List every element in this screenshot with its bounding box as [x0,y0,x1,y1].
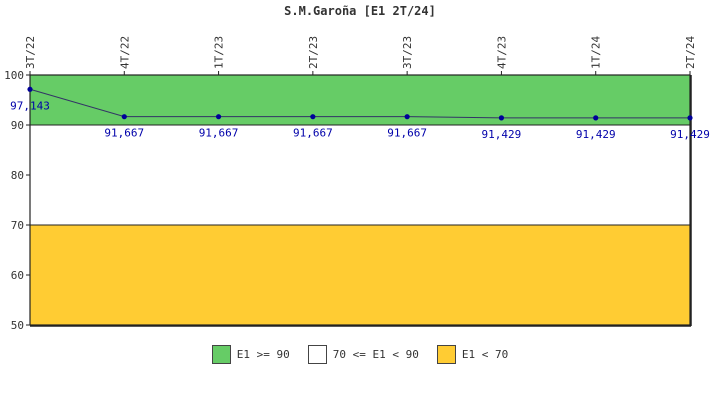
data-label: 91,429 [482,128,522,141]
chart-legend: E1 >= 90 70 <= E1 < 90 E1 < 70 [0,345,720,364]
band-1 [30,125,690,225]
data-point [593,115,599,121]
data-point [687,115,693,121]
x-tick-label: 1T/23 [213,36,226,69]
data-label: 91,667 [199,127,239,140]
x-tick-label: 3T/23 [401,36,414,69]
legend-label: E1 >= 90 [236,348,290,361]
x-tick-label: 4T/23 [495,36,508,69]
y-tick-label: 100 [4,69,24,82]
x-tick-label: 2T/23 [307,36,320,69]
y-tick-label: 70 [11,219,24,232]
data-point [215,114,222,120]
legend-swatch [436,345,456,364]
y-tick-label: 50 [11,319,24,332]
legend-label: 70 <= E1 < 90 [332,348,419,361]
band-2 [30,225,690,325]
y-tick-label: 60 [11,269,24,282]
legend-swatch [211,345,231,364]
data-point [310,114,316,120]
series-line [29,88,690,119]
legend-item-1: 70 <= E1 < 90 [307,345,419,364]
data-label: 91,429 [670,128,710,141]
data-point [27,86,33,92]
data-label: 91,667 [387,127,427,140]
legend-label: E1 < 70 [461,348,509,361]
legend-item-2: E1 < 70 [436,345,509,364]
data-label: 91,667 [104,127,144,140]
y-tick-label: 80 [11,169,24,182]
legend-swatch [307,345,327,364]
data-label: 91,667 [293,127,333,140]
x-tick-label: 4T/22 [118,36,131,69]
plot-frame [29,74,691,326]
y-tick-label: 90 [11,119,24,132]
legend-item-0: E1 >= 90 [211,345,290,364]
x-tick-label: 1T/24 [590,36,603,69]
data-label: 91,429 [576,128,616,141]
x-tick-label: 3T/22 [24,36,37,69]
data-point [498,115,505,121]
data-point [121,114,127,120]
data-point [404,114,410,120]
x-tick-label: 2T/24 [684,36,697,69]
chart-title: S.M.Garoña [E1 2T/24] [284,4,436,18]
data-label: 97,143 [10,99,50,112]
